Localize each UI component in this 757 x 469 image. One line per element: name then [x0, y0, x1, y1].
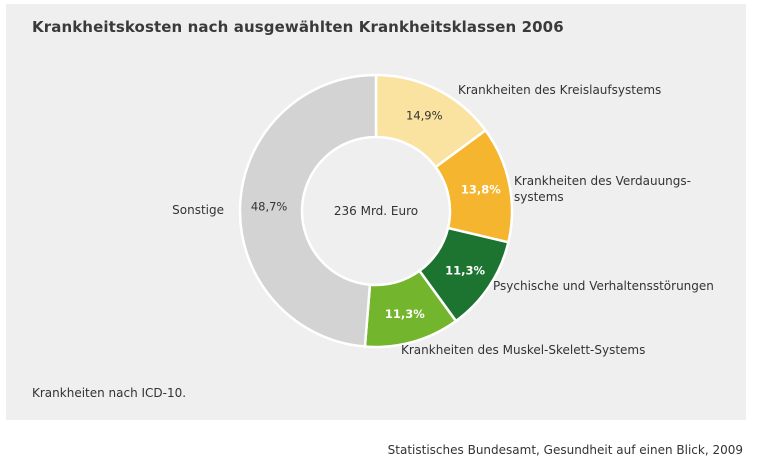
chart-title: Krankheitskosten nach ausgewählten Krank… — [32, 18, 564, 36]
slice-value-label: 14,9% — [406, 109, 443, 123]
chart-footnote: Krankheiten nach ICD-10. — [32, 386, 187, 400]
slice-value-label: 11,3% — [385, 307, 425, 321]
slice-value-label: 11,3% — [445, 263, 485, 277]
slice-category-label: Krankheiten des Verdauungs-systems — [514, 174, 691, 204]
slice-category-label: Psychische und Verhaltensstörungen — [493, 279, 714, 293]
slice-value-label: 13,8% — [461, 183, 501, 197]
slice-5 — [238, 73, 378, 348]
slice-category-label: Sonstige — [172, 203, 224, 217]
slice-category-label: Krankheiten des Kreislaufsystems — [458, 83, 661, 97]
center-total-label: 236 Mrd. Euro — [334, 204, 418, 218]
donut-chart: 14,9% Krankheiten des Kreislaufsystems 13,… — [172, 73, 714, 357]
source-credit: Statistisches Bundesamt, Gesundheit auf … — [387, 443, 743, 457]
slice-category-label: Krankheiten des Muskel-Skelett-Systems — [401, 343, 645, 357]
chart-panel — [6, 4, 746, 420]
slice-value-label: 48,7% — [251, 200, 288, 214]
